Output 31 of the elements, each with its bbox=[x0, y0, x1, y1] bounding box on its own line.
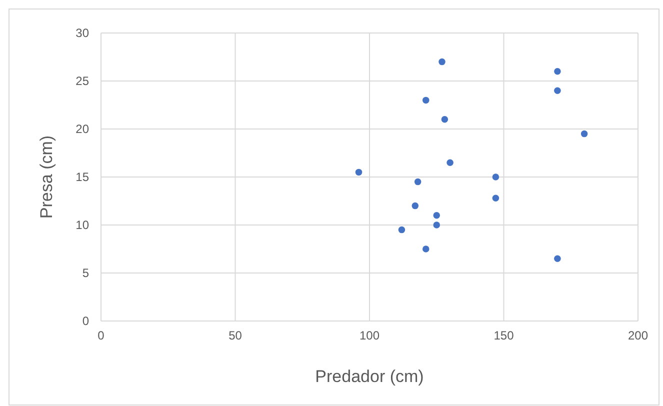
x-tick-label: 0 bbox=[98, 328, 105, 343]
point bbox=[414, 178, 422, 186]
point bbox=[412, 202, 419, 210]
point bbox=[580, 130, 588, 138]
point bbox=[492, 174, 500, 180]
y-tick-label: 20 bbox=[76, 122, 90, 136]
y-tick-label: 30 bbox=[76, 26, 90, 40]
point bbox=[554, 87, 561, 94]
point bbox=[554, 68, 561, 75]
point bbox=[433, 212, 440, 219]
y-tick-label: 5 bbox=[82, 266, 90, 280]
y-tick-label: 10 bbox=[76, 218, 90, 232]
y-axis-title: Presa (cm) bbox=[37, 135, 56, 219]
point bbox=[433, 222, 440, 228]
x-tick-label: 150 bbox=[494, 328, 514, 343]
x-tick-label: 50 bbox=[228, 328, 242, 343]
point bbox=[441, 116, 448, 123]
y-tick-label: 25 bbox=[76, 74, 90, 88]
point bbox=[422, 96, 430, 104]
point bbox=[492, 194, 500, 202]
point bbox=[446, 159, 454, 166]
x-axis-title: Predador (cm) bbox=[315, 367, 424, 386]
x-tick-label: 100 bbox=[359, 328, 380, 343]
x-tick-label: 200 bbox=[628, 328, 648, 343]
point bbox=[438, 58, 446, 66]
point bbox=[398, 226, 406, 234]
point bbox=[554, 255, 561, 262]
y-tick-label: 0 bbox=[82, 314, 90, 328]
point bbox=[355, 168, 362, 176]
point bbox=[422, 246, 430, 252]
y-tick-label: 15 bbox=[76, 170, 90, 184]
